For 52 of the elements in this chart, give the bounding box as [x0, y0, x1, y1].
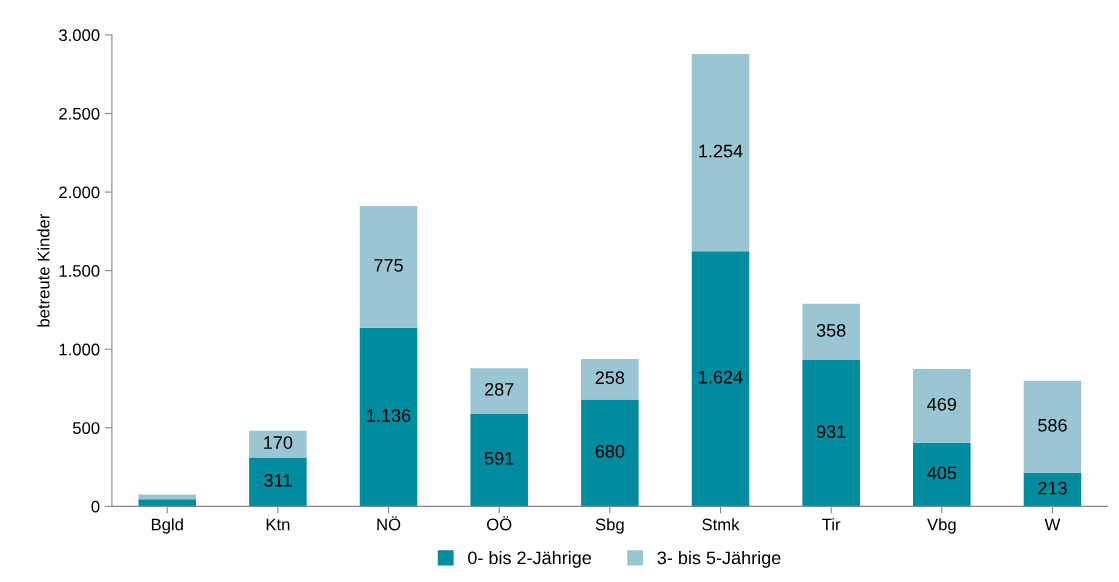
y-tick-label: 0 [91, 500, 100, 513]
y-tick-label: 1.000 [59, 343, 100, 356]
bar [249, 457, 307, 507]
data-label: 1.254 [699, 144, 743, 158]
y-tick-label: 2.000 [59, 186, 100, 199]
x-tick-label: Sbg [595, 518, 624, 534]
bar [470, 368, 528, 414]
y-tick-label: 2.500 [59, 107, 100, 120]
x-tick-label: OÖ [487, 516, 512, 531]
bar [913, 369, 971, 443]
data-label: 258 [595, 371, 625, 385]
y-tick-label: 3.000 [59, 29, 100, 42]
data-label: 775 [374, 259, 403, 272]
data-label: 311 [264, 473, 292, 487]
y-tick-label: 500 [72, 422, 100, 434]
x-tick-label: Bgld [151, 518, 183, 534]
data-label: 931 [816, 425, 846, 439]
data-label: 213 [1038, 481, 1067, 495]
bar [581, 399, 639, 507]
bar [802, 303, 860, 361]
data-label: 591 [484, 451, 514, 465]
bar [1023, 380, 1082, 473]
bar [913, 442, 971, 507]
data-label: 405 [927, 466, 957, 480]
bar [1023, 472, 1082, 507]
x-tick-label: Vbg [927, 518, 956, 534]
data-label: 1.136 [367, 409, 411, 422]
data-label: 680 [595, 444, 625, 458]
bar [581, 358, 639, 400]
y-axis-title: betreute Kinder [37, 213, 50, 327]
x-tick-label: Stmk [702, 518, 740, 531]
data-label: 1.624 [699, 370, 743, 384]
bar [359, 206, 418, 328]
data-label: 586 [1038, 418, 1067, 432]
bar [470, 413, 528, 507]
bar [691, 251, 750, 507]
bar [138, 499, 196, 507]
data-label: 170 [264, 436, 293, 449]
data-label: 469 [927, 397, 957, 411]
y-tick-label: 1.500 [59, 265, 100, 277]
data-label: 358 [816, 323, 846, 337]
legend-label: 3- bis 5-Jährige [657, 550, 781, 568]
bar [249, 430, 307, 458]
data-label: 287 [485, 382, 514, 396]
bar [359, 327, 418, 507]
x-tick-label: W [1044, 518, 1061, 531]
x-tick-label: Tir [822, 518, 841, 531]
x-tick-label: NÖ [377, 516, 401, 531]
bar [691, 54, 750, 252]
legend-label: 0- bis 2-Jährige [468, 550, 592, 568]
x-tick-label: Ktn [266, 518, 290, 531]
bar [802, 360, 860, 507]
